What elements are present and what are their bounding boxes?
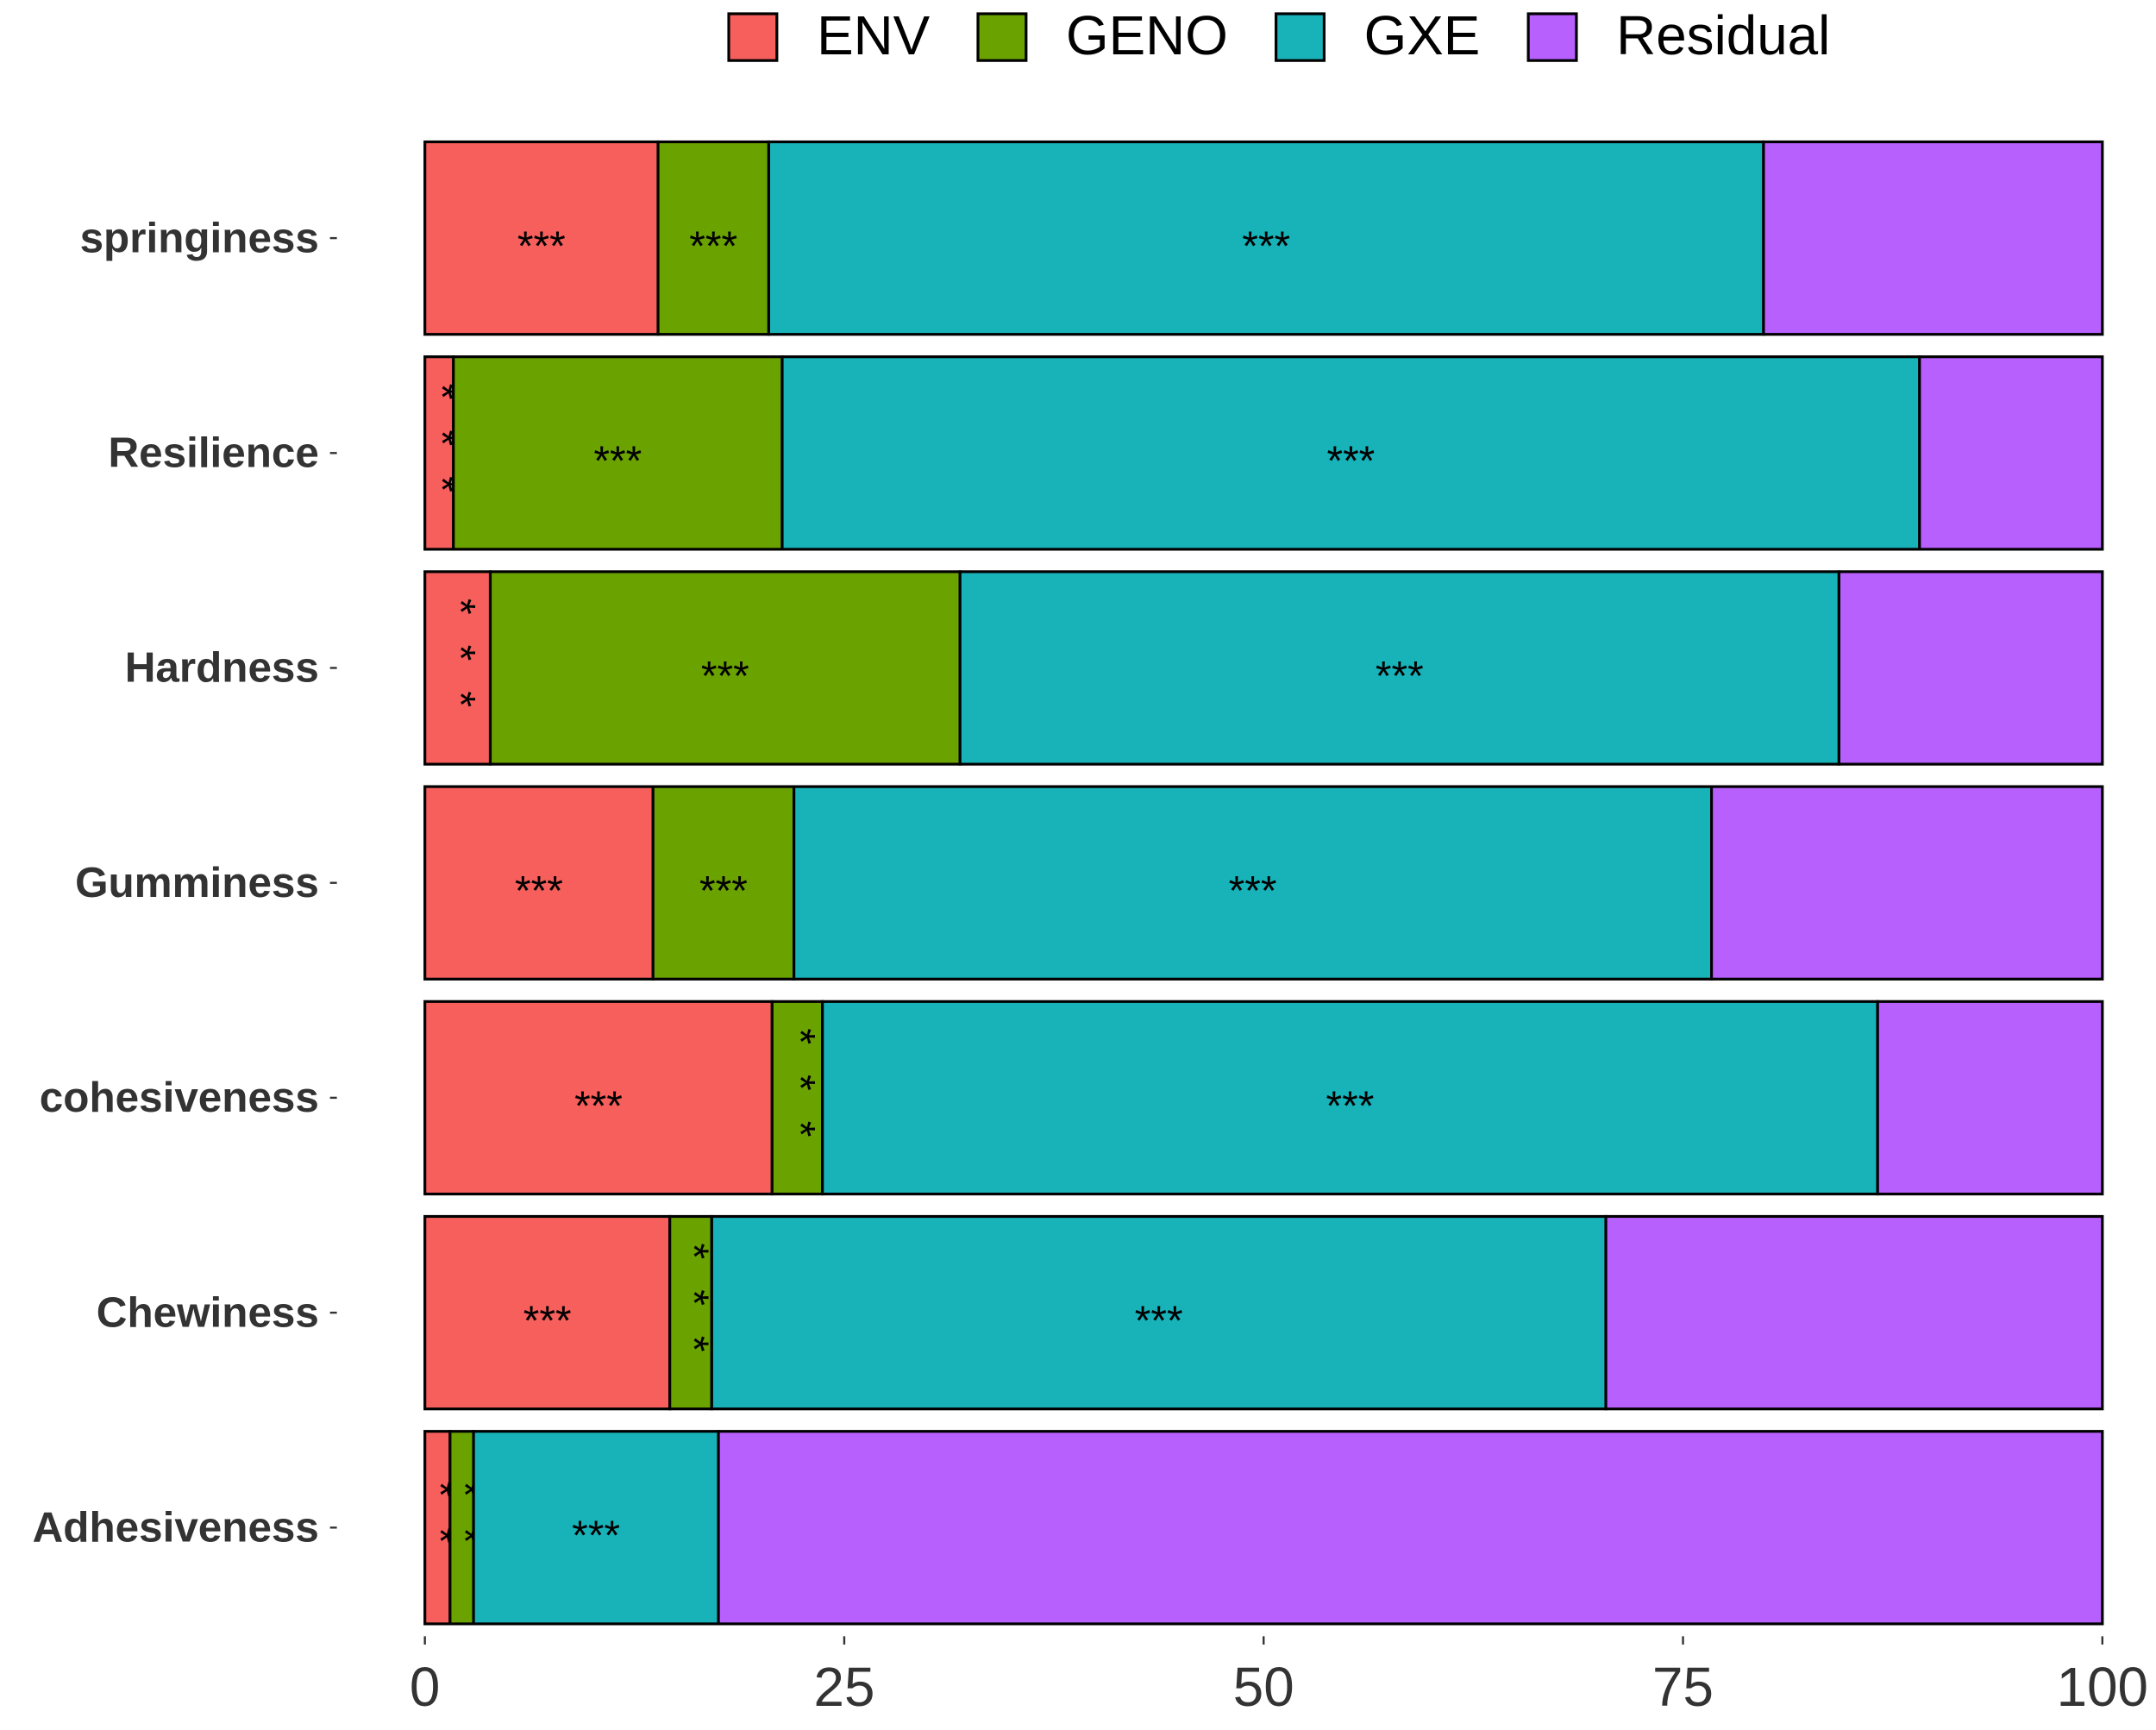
bar-segment — [793, 785, 1714, 981]
bar-segment — [717, 1430, 2104, 1626]
significance-label: *** — [1229, 868, 1277, 914]
legend-label: Residual — [1616, 4, 1830, 66]
x-tick-label: 100 — [2057, 1656, 2148, 1718]
bar-segment — [767, 140, 1765, 336]
significance-label: *** — [593, 439, 642, 485]
significance-label: *** — [1326, 1083, 1374, 1129]
bar-segment — [423, 1430, 452, 1626]
significance-label: *** — [1326, 439, 1375, 485]
bar-segment — [656, 140, 771, 336]
x-tick-label: 50 — [1233, 1656, 1294, 1718]
bar-segment — [1918, 355, 2104, 551]
bar-segment — [423, 140, 660, 336]
bar-segment — [651, 785, 796, 981]
bar-segment — [1710, 785, 2104, 981]
y-tick-label: Adhesiveness — [33, 1504, 319, 1551]
y-tick-label: cohesiveness — [40, 1074, 319, 1121]
bar-segment — [780, 355, 1921, 551]
bar-segment — [488, 570, 962, 766]
bar-segment — [423, 570, 492, 766]
bar-segment — [452, 355, 784, 551]
y-tick-label: Resilience — [108, 429, 318, 477]
significance-label: *** — [572, 1514, 620, 1559]
y-tick-label: springiness — [80, 214, 319, 261]
significance-label: *** — [574, 1083, 623, 1129]
significance-label: *** — [515, 868, 563, 914]
x-tick-label: 25 — [813, 1656, 874, 1718]
legend-swatch — [1275, 12, 1326, 62]
x-tick-label: 0 — [410, 1656, 440, 1718]
bar-segment — [710, 1214, 1608, 1411]
significance-label: *** — [1135, 1298, 1183, 1344]
bar-segment — [668, 1214, 713, 1411]
significance-label: *** — [437, 599, 483, 737]
bar-segment — [958, 570, 1841, 766]
bar-segment — [423, 1000, 774, 1196]
bar-segment — [472, 1430, 720, 1626]
bar-segment — [1762, 140, 2104, 336]
significance-label: *** — [777, 1028, 823, 1167]
significance-label: *** — [517, 223, 566, 269]
bar-segment — [821, 1000, 1879, 1196]
bar-segment — [423, 1214, 672, 1411]
significance-label: *** — [670, 1244, 716, 1382]
bar-segment — [423, 355, 455, 551]
y-tick-label: Chewiness — [97, 1288, 319, 1336]
bar-segment — [448, 1430, 475, 1626]
legend-label: GENO — [1066, 4, 1228, 66]
bar-segment — [1837, 570, 2104, 766]
bar-segment — [770, 1000, 824, 1196]
significance-label: *** — [689, 223, 737, 269]
y-tick-label: Hardness — [125, 644, 319, 692]
legend-label: ENV — [817, 4, 931, 66]
bar-segment — [1876, 1000, 2104, 1196]
significance-label: *** — [701, 654, 749, 699]
y-tick-label: Gumminess — [75, 859, 319, 906]
x-tick-label: 75 — [1652, 1656, 1714, 1718]
legend-swatch — [976, 12, 1028, 62]
significance-label: *** — [523, 1298, 572, 1344]
legend-swatch — [727, 12, 779, 62]
significance-label: *** — [699, 868, 748, 914]
legend-label: GXE — [1364, 4, 1481, 66]
legend-swatch — [1526, 12, 1578, 62]
bar-segment — [1604, 1214, 2104, 1411]
significance-label: *** — [1376, 654, 1424, 699]
significance-label: *** — [1242, 223, 1290, 269]
